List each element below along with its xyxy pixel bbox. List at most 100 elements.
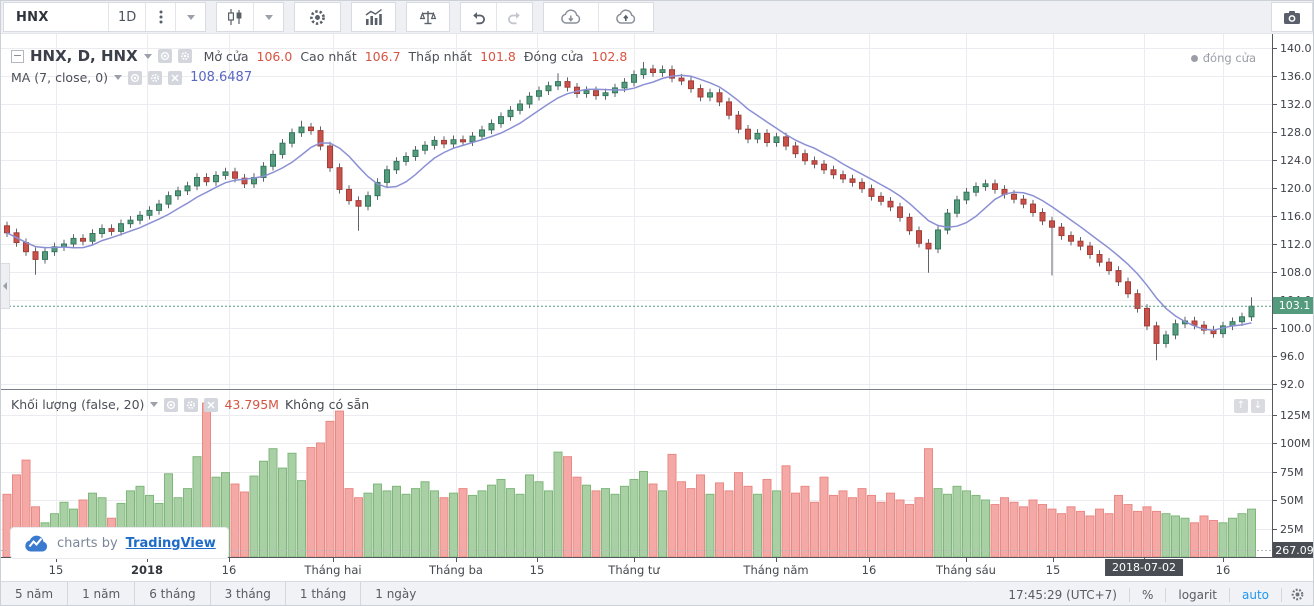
ohlc-readout: Mở cửa 106.0 Cao nhất 106.7 Thấp nhất 10…: [204, 49, 628, 64]
range-button-3-tháng[interactable]: 3 tháng: [209, 582, 285, 605]
volume-value: 43.795M: [224, 397, 279, 412]
pane-move-down-button[interactable]: ↓: [1251, 399, 1265, 413]
undo-icon: [473, 11, 486, 24]
volume-title[interactable]: Khối lượng (false, 20): [11, 397, 145, 412]
remove-ma-button[interactable]: [168, 70, 183, 85]
screenshot-button[interactable]: [1272, 3, 1312, 31]
divider: [1128, 587, 1130, 602]
high-value: 106.7: [364, 48, 401, 64]
top-toolbar: HNX 1D: [1, 1, 1313, 34]
range-button-6-tháng[interactable]: 6 tháng: [134, 582, 209, 605]
range-button-5-năm[interactable]: 5 năm: [15, 587, 54, 601]
cloud-upload-icon: [616, 9, 636, 24]
interval-button[interactable]: 1D: [108, 3, 145, 31]
volume-note: Không có sẵn: [284, 397, 370, 412]
time-tick-label: Tháng sáu: [936, 563, 996, 577]
drawing-toolbar-toggle[interactable]: [1, 263, 10, 309]
percent-scale-button[interactable]: %: [1141, 587, 1154, 602]
redo-button[interactable]: [496, 3, 532, 31]
range-button-1-tháng[interactable]: 1 tháng: [284, 582, 360, 605]
indicators-group: [351, 2, 397, 32]
series-title[interactable]: HNX, D, HNX: [30, 47, 138, 65]
volume-tick-label: 50M: [1280, 494, 1304, 507]
log-scale-button[interactable]: logarit: [1178, 587, 1217, 602]
auto-scale-button[interactable]: auto: [1241, 587, 1269, 602]
ma-title[interactable]: MA (7, close, 0): [11, 70, 109, 85]
screenshot-group: [1271, 2, 1313, 32]
ma-settings-button[interactable]: [148, 70, 163, 85]
chevron-down-icon[interactable]: [150, 402, 159, 407]
chart-properties-button[interactable]: [1282, 587, 1313, 602]
gear-icon: [187, 400, 196, 409]
chevron-down-icon[interactable]: [114, 75, 123, 80]
undo-redo-group: [460, 2, 534, 32]
open-value: 106.0: [256, 48, 293, 64]
range-button-1-năm[interactable]: 1 năm: [67, 582, 134, 605]
price-tick-label: 100.0: [1280, 322, 1312, 335]
range-button-1-ngày[interactable]: 1 ngày: [360, 582, 430, 605]
time-tick-label: 16: [221, 563, 237, 577]
save-layout-button[interactable]: [598, 3, 653, 31]
chevron-down-icon[interactable]: [143, 53, 152, 59]
interval-dropdown-button[interactable]: [175, 3, 205, 31]
price-tick-label: 120.0: [1280, 182, 1312, 195]
divider: [1228, 587, 1230, 602]
main-series-legend: − HNX, D, HNX Mở cửa 106.0 Cao nhất 106.…: [11, 47, 627, 65]
close-icon: [171, 73, 179, 82]
tick-mark: [1053, 558, 1054, 562]
tick-mark: [333, 558, 334, 562]
interval-more-button[interactable]: [145, 3, 175, 31]
scales-icon: [420, 11, 437, 25]
tradingview-attribution: charts by TradingView: [11, 528, 228, 558]
divider: [1281, 587, 1282, 602]
undo-button[interactable]: [461, 3, 496, 31]
collapse-legend-button[interactable]: −: [11, 49, 24, 63]
chart-style-button[interactable]: [217, 3, 253, 31]
attribution-link[interactable]: TradingView: [125, 535, 216, 551]
gear-icon: [310, 9, 326, 25]
price-axis[interactable]: 140.0 136.0 132.0 128.0 124.0 120.0 116.0 112.0…: [1272, 34, 1313, 559]
ma-value: 108.6487: [190, 70, 253, 85]
toggle-visibility-button[interactable]: [157, 49, 172, 63]
interval-text: 1D: [118, 9, 137, 25]
remove-volume-button[interactable]: [204, 397, 219, 412]
tick-mark: [776, 558, 777, 562]
tick-mark: [1273, 188, 1277, 189]
close-value: 102.8: [591, 48, 628, 64]
toggle-visibility-button[interactable]: [128, 70, 143, 85]
indicators-button[interactable]: [352, 3, 395, 31]
time-tick-label: 15: [529, 563, 545, 577]
tick-mark: [147, 558, 148, 562]
bottom-toolbar: 5 năm 1 năm 6 tháng 3 tháng 1 tháng 1 ngày 17…: [1, 581, 1313, 605]
symbol-input[interactable]: HNX: [4, 3, 108, 31]
gear-icon: [1291, 588, 1304, 601]
chart-canvas[interactable]: [1, 34, 1272, 558]
price-tick-label: 136.0: [1280, 70, 1312, 83]
tick-mark: [1273, 443, 1277, 444]
tick-mark: [1273, 500, 1277, 501]
settings-button[interactable]: [295, 3, 340, 31]
eye-icon: [167, 400, 176, 409]
volume-tick-label: 75M: [1280, 465, 1304, 479]
tick-mark: [1273, 272, 1277, 273]
settings-group: [294, 2, 342, 32]
high-label: Cao nhất: [300, 48, 357, 64]
load-layout-button[interactable]: [544, 3, 598, 31]
volume-settings-button[interactable]: [184, 397, 199, 412]
attribution-prefix: charts by: [57, 535, 118, 551]
time-axis[interactable]: 15 2018 16 Tháng hai Tháng ba 15 Tháng tư Tháng…: [1, 557, 1313, 581]
pane-move-up-button[interactable]: ↑: [1234, 399, 1248, 413]
chevron-down-icon: [186, 14, 195, 20]
toggle-visibility-button[interactable]: [164, 397, 179, 412]
series-settings-button[interactable]: [177, 49, 192, 63]
chart-style-dropdown-button[interactable]: [253, 3, 283, 31]
tick-mark: [537, 558, 538, 562]
redo-icon: [508, 11, 521, 24]
compare-button[interactable]: [407, 3, 449, 31]
cloud-download-icon: [561, 9, 581, 24]
clock[interactable]: 17:45:29 (UTC+7): [1008, 587, 1117, 602]
time-tick-label: 15: [48, 563, 64, 577]
last-price-badge: 103.1: [1273, 297, 1313, 315]
price-tick-label: 112.0: [1280, 238, 1312, 251]
